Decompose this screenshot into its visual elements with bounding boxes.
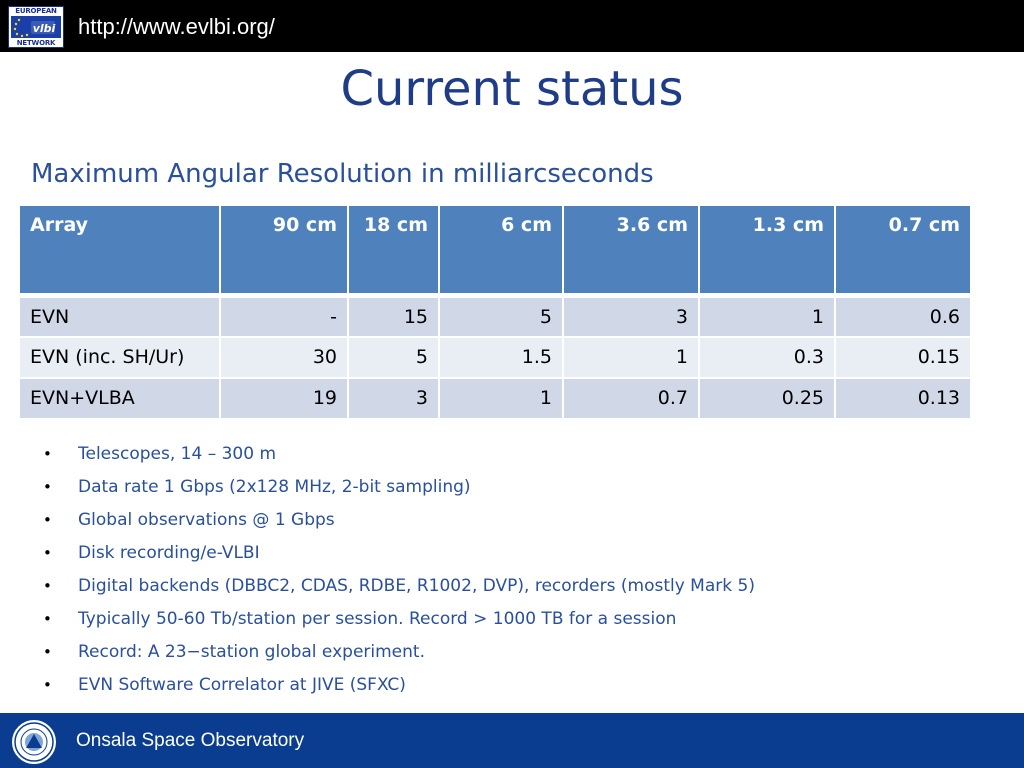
table-cell: 1	[438, 376, 564, 420]
eu-stars-icon: vlbi	[11, 16, 61, 38]
table-header-cell: 1.3 cm	[698, 204, 836, 297]
logo-mid-text: vlbi	[33, 22, 56, 35]
bullet-icon: •	[43, 511, 52, 529]
bullet-list: • Telescopes, 14 – 300 m • Data rate 1 Gbp…	[0, 438, 1000, 702]
table-cell: 1	[562, 335, 700, 379]
table-cell: -	[219, 293, 349, 338]
slide-subtitle: Maximum Angular Resolution in milliarcse…	[31, 159, 654, 189]
list-item-text: Global observations @ 1 Gbps	[78, 510, 335, 530]
table-cell: 0.6	[834, 293, 972, 338]
table-header-cell: 0.7 cm	[834, 204, 972, 297]
list-item: • EVN Software Correlator at JIVE (SFXC)	[0, 669, 1000, 702]
table-cell: 3	[562, 293, 700, 338]
bullet-icon: •	[43, 577, 52, 595]
list-item-text: Data rate 1 Gbps (2x128 MHz, 2-bit sampl…	[78, 477, 471, 497]
logo-emblem: vlbi	[11, 16, 61, 38]
footer-text: Onsala Space Observatory	[76, 730, 305, 751]
bullet-icon: •	[43, 643, 52, 661]
list-item: • Record: A 23−station global experiment.	[0, 636, 1000, 669]
logo-top-text: EUROPEAN	[15, 7, 57, 15]
table-cell: EVN	[18, 293, 221, 338]
seal-emblem-icon	[14, 722, 54, 762]
list-item: • Digital backends (DBBC2, CDAS, RDBE, R1…	[0, 570, 1000, 603]
footer-bar: Onsala Space Observatory	[0, 713, 1024, 768]
table-cell: EVN+VLBA	[18, 376, 221, 420]
list-item-text: EVN Software Correlator at JIVE (SFXC)	[78, 675, 406, 695]
list-item: • Typically 50-60 Tb/station per session.…	[0, 603, 1000, 636]
list-item-text: Telescopes, 14 – 300 m	[78, 444, 277, 464]
list-item-text: Digital backends (DBBC2, CDAS, RDBE, R10…	[78, 576, 755, 596]
bullet-icon: •	[43, 544, 52, 562]
logo-bottom-text: NETWORK	[16, 39, 56, 47]
table-cell: 19	[219, 376, 349, 420]
table-cell: 30	[219, 335, 349, 379]
table-row: EVN - 15 5 3 1 0.6	[18, 293, 972, 338]
list-item: • Global observations @ 1 Gbps	[0, 504, 1000, 537]
table-cell: 0.13	[834, 376, 972, 420]
table-row: EVN (inc. SH/Ur) 30 5 1.5 1 0.3 0.15	[18, 335, 972, 379]
list-item-text: Disk recording/e-VLBI	[78, 543, 260, 563]
list-item: • Disk recording/e-VLBI	[0, 537, 1000, 570]
table-header-cell: Array	[18, 204, 221, 297]
evn-logo: EUROPEAN vlbi NETWORK	[8, 6, 64, 48]
observatory-seal-icon	[12, 720, 56, 764]
table-cell: EVN (inc. SH/Ur)	[18, 335, 221, 379]
list-item-text: Typically 50-60 Tb/station per session. …	[78, 609, 677, 629]
bullet-icon: •	[43, 478, 52, 496]
table-header-cell: 3.6 cm	[562, 204, 700, 297]
bullet-icon: •	[43, 610, 52, 628]
table-cell: 3	[347, 376, 440, 420]
list-item-text: Record: A 23−station global experiment.	[78, 642, 425, 662]
table-cell: 5	[438, 293, 564, 338]
resolution-table: Array 90 cm 18 cm 6 cm 3.6 cm 1.3 cm 0.7…	[18, 204, 972, 420]
table-cell: 0.7	[562, 376, 700, 420]
table-cell: 15	[347, 293, 440, 338]
top-bar: EUROPEAN vlbi NETWORK http://www.evlbi.o…	[0, 0, 1024, 52]
table-cell: 0.3	[698, 335, 836, 379]
table-header-row: Array 90 cm 18 cm 6 cm 3.6 cm 1.3 cm 0.7…	[18, 204, 972, 297]
table-header-cell: 18 cm	[347, 204, 440, 297]
table-header-cell: 6 cm	[438, 204, 564, 297]
table-cell: 0.25	[698, 376, 836, 420]
list-item: • Telescopes, 14 – 300 m	[0, 438, 1000, 471]
table-cell: 1.5	[438, 335, 564, 379]
table-cell: 1	[698, 293, 836, 338]
slide-title: Current status	[340, 61, 684, 117]
header-url[interactable]: http://www.evlbi.org/	[78, 14, 275, 39]
table-cell: 0.15	[834, 335, 972, 379]
bullet-icon: •	[43, 676, 52, 694]
list-item: • Data rate 1 Gbps (2x128 MHz, 2-bit samp…	[0, 471, 1000, 504]
table-header-cell: 90 cm	[219, 204, 349, 297]
bullet-icon: •	[43, 445, 52, 463]
table-cell: 5	[347, 335, 440, 379]
table-row: EVN+VLBA 19 3 1 0.7 0.25 0.13	[18, 376, 972, 420]
